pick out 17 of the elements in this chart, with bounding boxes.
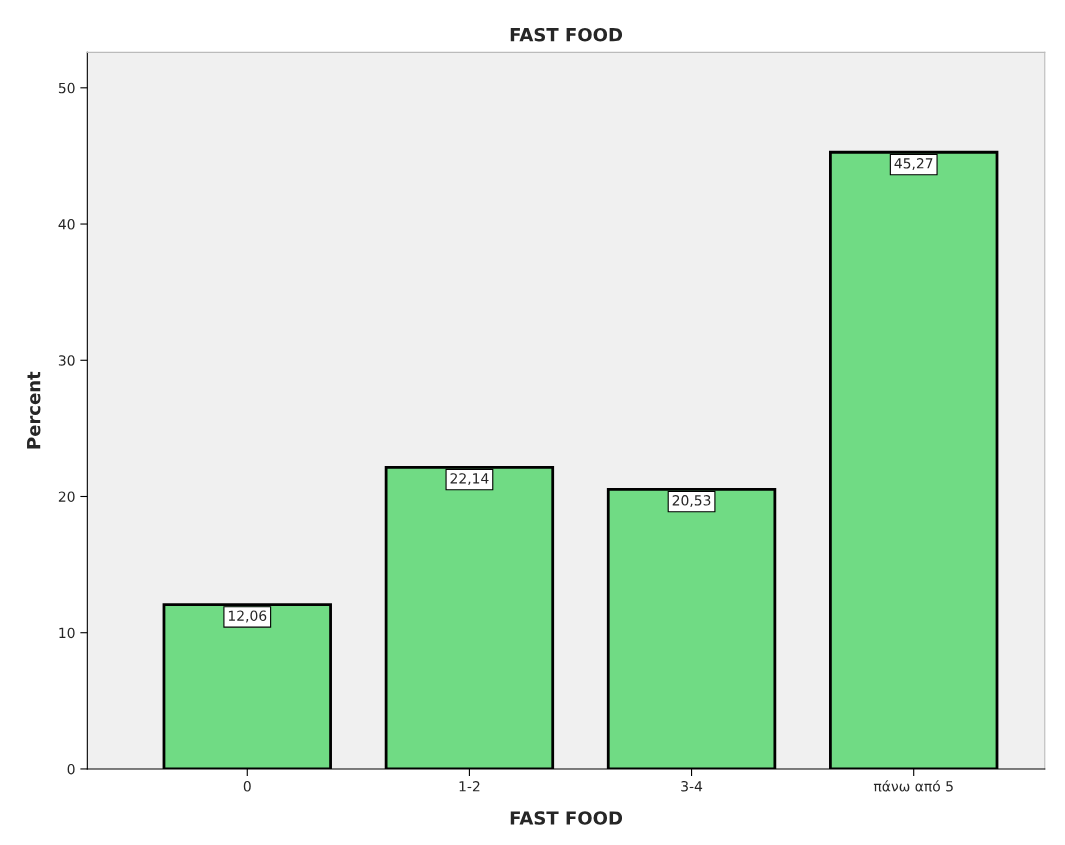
y-axis-title: Percent bbox=[27, 371, 41, 449]
y-tick-label: 40 bbox=[58, 219, 75, 230]
y-tick-label: 0 bbox=[67, 763, 75, 775]
data-label: 45,27 bbox=[894, 158, 933, 170]
data-label: 22,14 bbox=[450, 473, 489, 486]
x-tick-label: 1-2 bbox=[459, 781, 480, 792]
data-label: 20,53 bbox=[672, 495, 711, 507]
chart-title: FAST FOOD bbox=[510, 27, 623, 42]
x-tick-label: 3-4 bbox=[681, 781, 703, 792]
y-tick-label: 20 bbox=[58, 491, 75, 502]
x-tick-label: πάνω από 5 bbox=[873, 780, 953, 792]
y-tick-label: 30 bbox=[58, 355, 75, 366]
x-tick-label: 0 bbox=[243, 781, 251, 792]
y-tick-label: 50 bbox=[58, 82, 75, 94]
y-tick-label: 10 bbox=[59, 627, 75, 639]
x-axis-title: FAST FOOD bbox=[510, 811, 623, 825]
data-label: 12,06 bbox=[228, 610, 267, 623]
